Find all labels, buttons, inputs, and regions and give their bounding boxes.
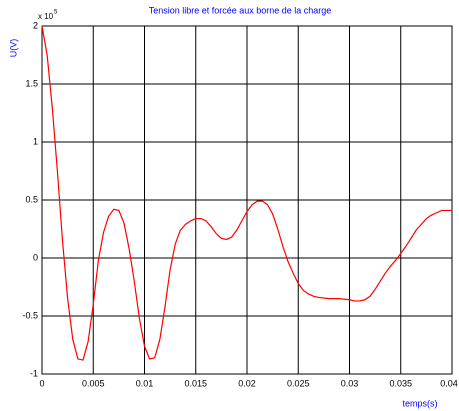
y-multiplier: x 10 (38, 12, 54, 21)
y-axis-label: U(V) (8, 39, 18, 58)
y-tick-label: 0 (33, 252, 38, 262)
x-tick-label: 0 (39, 378, 44, 388)
chart-title: Tension libre et forcée aux borne de la … (149, 5, 332, 15)
x-tick-label: 0.04 (440, 378, 458, 388)
x-tick-label: 0.015 (184, 378, 207, 388)
y-tick-label: 1.5 (25, 78, 38, 88)
y-multiplier-exponent: 5 (54, 10, 58, 16)
y-tick-label: 2 (33, 20, 38, 30)
y-tick-label: 1 (33, 136, 38, 146)
x-tick-label: 0.035 (389, 378, 412, 388)
x-axis-label: temps(s) (402, 398, 437, 408)
x-tick-label: 0.005 (82, 378, 105, 388)
y-tick-label: -1 (30, 368, 38, 378)
y-tick-label: -0.5 (22, 310, 38, 320)
y-tick-label: 0.5 (25, 194, 38, 204)
x-tick-label: 0.01 (136, 378, 154, 388)
plot-frame (41, 25, 453, 375)
x-tick-label: 0.03 (341, 378, 359, 388)
x-tick-label: 0.025 (287, 378, 310, 388)
data-line (41, 25, 452, 361)
x-tick-label: 0.02 (238, 378, 256, 388)
